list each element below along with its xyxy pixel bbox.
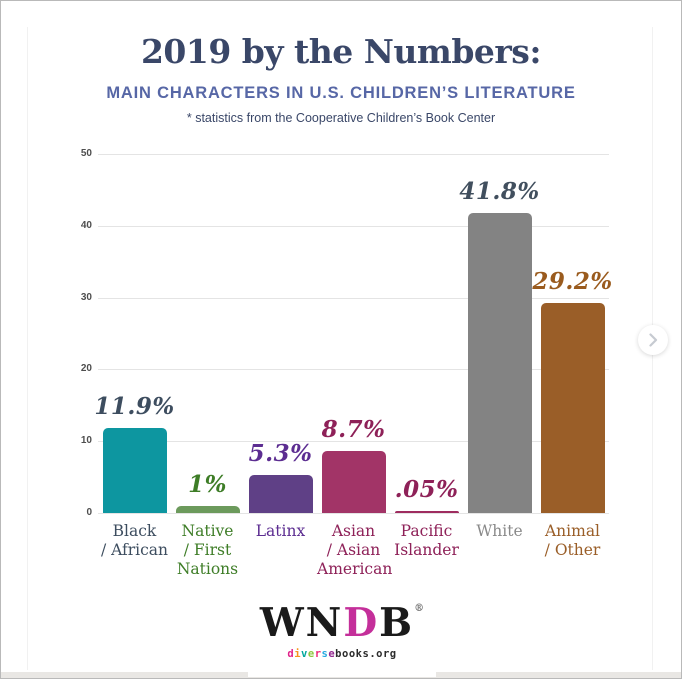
gridline-50 (98, 154, 609, 155)
bar-slot-native-first-nations: 1% (171, 154, 244, 513)
y-axis-tick-10: 10 (80, 435, 92, 447)
page-subtitle: MAIN CHARACTERS IN U.S. CHILDREN’S LITER… (106, 84, 576, 102)
gridline-40 (98, 225, 609, 227)
wndb-logo-box: WNDB® diversebooks.org (248, 591, 436, 677)
gridline-20 (98, 369, 609, 371)
x-axis-category-labels: Black / African Native / First Nations Latinx… (98, 522, 609, 579)
bar-slot-white: 41.8% (459, 154, 539, 513)
gridline-0 (98, 513, 609, 514)
bar-white (467, 212, 532, 513)
y-axis-tick-20: 20 (80, 363, 92, 375)
value-label-pacific-islander: .05% (394, 476, 459, 503)
bar-black-african (102, 427, 167, 513)
wndb-logo: WNDB® (259, 600, 425, 646)
bar-slot-pacific-islander: .05% (390, 154, 463, 513)
source-note: * statistics from the Cooperative Childr… (186, 111, 496, 125)
bars-row: 11.9% 1% 5.3% 8.7% .05% 41.8% 29.2% (94, 154, 612, 513)
value-label-asian-asian-american: 8.7% (321, 415, 386, 443)
page-title: 2019 by the Numbers: (140, 32, 542, 71)
category-label-native-first-nations: Native / First Nations (176, 522, 239, 578)
bar-animal-other (540, 303, 605, 513)
value-label-latinx: 5.3% (248, 439, 313, 467)
y-axis-tick-40: 40 (80, 219, 92, 231)
bar-slot-animal-other: 29.2% (532, 154, 612, 513)
category-label-animal-other: Animal / Other (544, 522, 601, 559)
value-label-native-first-nations: 1% (188, 470, 227, 498)
category-label-latinx: Latinx (255, 522, 306, 540)
bar-latinx (248, 474, 313, 513)
gridline-30 (98, 297, 609, 299)
y-axis-tick-0: 0 (86, 507, 92, 518)
gridline-10 (98, 441, 609, 443)
card-left-edge (27, 27, 28, 670)
carousel-next-button[interactable] (638, 325, 668, 355)
value-label-white: 41.8% (459, 177, 540, 205)
value-label-black-african: 11.9% (94, 392, 175, 420)
y-axis-tick-30: 30 (80, 291, 92, 303)
category-label-pacific-islander: Pacific Islander (394, 522, 459, 559)
diversebooks-url: diversebooks.org (287, 648, 397, 660)
chevron-right-icon (649, 333, 658, 347)
bar-slot-latinx: 5.3% (244, 154, 317, 513)
bar-chart-plot-area: 11.9% 1% 5.3% 8.7% .05% 41.8% 29.2% 0 10 20 30 40 5… (81, 148, 612, 518)
category-label-white: White (476, 522, 523, 540)
registered-mark: ® (414, 603, 425, 614)
category-label-black-african: Black / African (100, 522, 169, 559)
bar-slot-black-african: 11.9% (94, 154, 174, 513)
bar-pacific-islander (394, 511, 459, 513)
value-label-animal-other: 29.2% (532, 268, 613, 296)
bar-slot-asian-asian-american: 8.7% (317, 154, 390, 513)
y-axis-tick-50: 50 (80, 148, 92, 159)
bar-native-first-nations (175, 505, 240, 513)
category-label-asian-asian-american: Asian / Asian American (317, 522, 393, 578)
bar-asian-asian-american (321, 450, 386, 513)
